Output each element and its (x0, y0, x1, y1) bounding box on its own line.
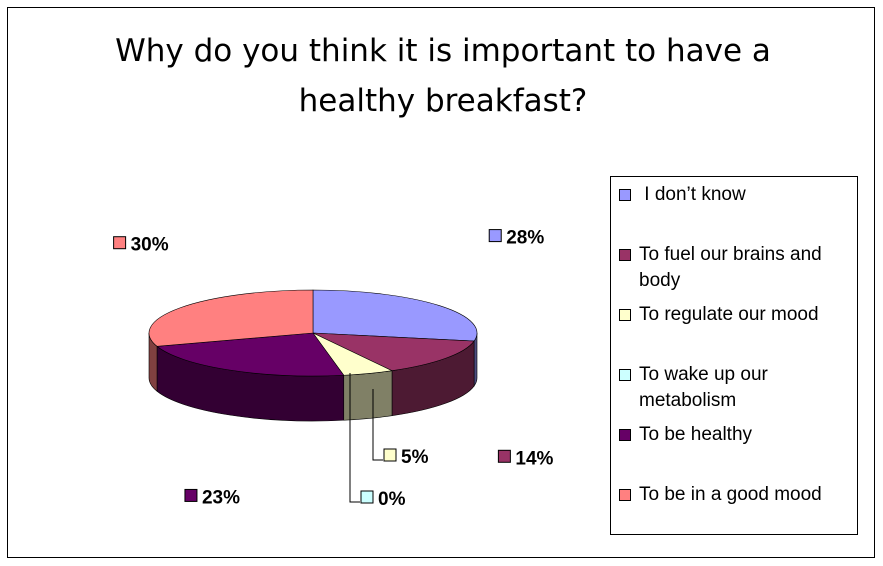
legend-label-5: To be healthy (639, 422, 859, 448)
legend-swatch-1 (619, 189, 631, 201)
data-label-text-1: 28% (506, 228, 544, 249)
data-label-5: 23% (184, 487, 240, 508)
legend-label-line: To fuel our brains and (639, 244, 822, 265)
data-label-swatch-1 (488, 229, 502, 243)
data-label-swatch-4 (360, 490, 374, 504)
legend-swatch-2 (619, 249, 631, 261)
data-label-1: 28% (488, 228, 544, 249)
data-label-leader-3 (372, 389, 383, 461)
data-label-2: 14% (497, 448, 554, 469)
legend-label-line: To be healthy (639, 424, 753, 445)
chart-title: Why do you think it is important to have… (40, 26, 846, 126)
pie-slice-6 (148, 289, 314, 347)
legend: I don’t know To fuel our brains and body To… (610, 176, 858, 535)
legend-label-line: metabolism (639, 390, 737, 411)
legend-label-3: To regulate our mood (639, 302, 859, 328)
legend-label-6: To be in a good mood (639, 482, 859, 508)
chart-title-line-2: healthy breakfast? (298, 83, 588, 119)
pie-slice-5 (156, 332, 345, 377)
data-label-3: 5% (383, 447, 429, 468)
legend-label-line: I don’t know (639, 184, 746, 205)
legend-swatch-6 (619, 489, 631, 501)
chart-title-line-1: Why do you think it is important to have… (115, 33, 771, 69)
legend-swatch-5 (619, 429, 631, 441)
legend-label-1: I don’t know (639, 182, 859, 208)
legend-label-line: body (639, 270, 681, 291)
data-label-leader-4 (349, 373, 360, 503)
data-label-text-6: 30% (131, 235, 169, 256)
chart-frame (7, 7, 875, 558)
legend-label-2: To fuel our brains and body (639, 242, 859, 294)
data-label-text-3: 5% (401, 447, 429, 468)
pie-slice-1 (312, 289, 478, 342)
data-label-swatch-6 (113, 236, 127, 250)
legend-swatch-4 (619, 369, 631, 381)
data-label-6: 30% (113, 235, 169, 256)
legend-label-4: To wake up our metabolism (639, 362, 859, 414)
legend-swatch-3 (619, 309, 631, 321)
data-label-text-2: 14% (515, 448, 553, 469)
pie-slice-side-3 (343, 370, 393, 421)
data-label-4: 0% (360, 489, 406, 510)
legend-label-line: To regulate our mood (639, 304, 819, 325)
data-label-swatch-5 (184, 488, 198, 502)
data-label-swatch-3 (383, 448, 397, 462)
legend-label-line: To be in a good mood (639, 484, 822, 505)
data-label-swatch-2 (497, 449, 511, 463)
pie-slice-2 (312, 332, 475, 371)
data-label-text-5: 23% (202, 487, 240, 508)
legend-label-line: To wake up our (639, 364, 768, 385)
data-label-text-4: 0% (378, 489, 406, 510)
